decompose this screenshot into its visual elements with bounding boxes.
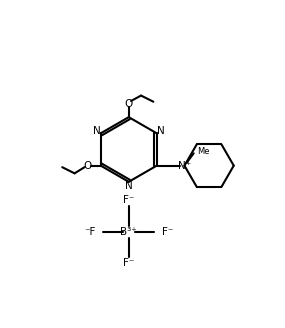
Text: B³⁺: B³⁺ (120, 227, 137, 237)
Text: ⁻F: ⁻F (84, 227, 96, 237)
Text: F⁻: F⁻ (123, 258, 135, 268)
Text: N: N (125, 181, 133, 192)
Text: N⁺: N⁺ (178, 161, 191, 171)
Text: F⁻: F⁻ (162, 227, 173, 237)
Text: O: O (84, 161, 92, 171)
Text: N: N (157, 126, 165, 136)
Text: O: O (125, 99, 133, 109)
Text: N: N (93, 126, 101, 136)
Text: Me: Me (198, 147, 210, 155)
Text: F⁻: F⁻ (123, 195, 135, 205)
